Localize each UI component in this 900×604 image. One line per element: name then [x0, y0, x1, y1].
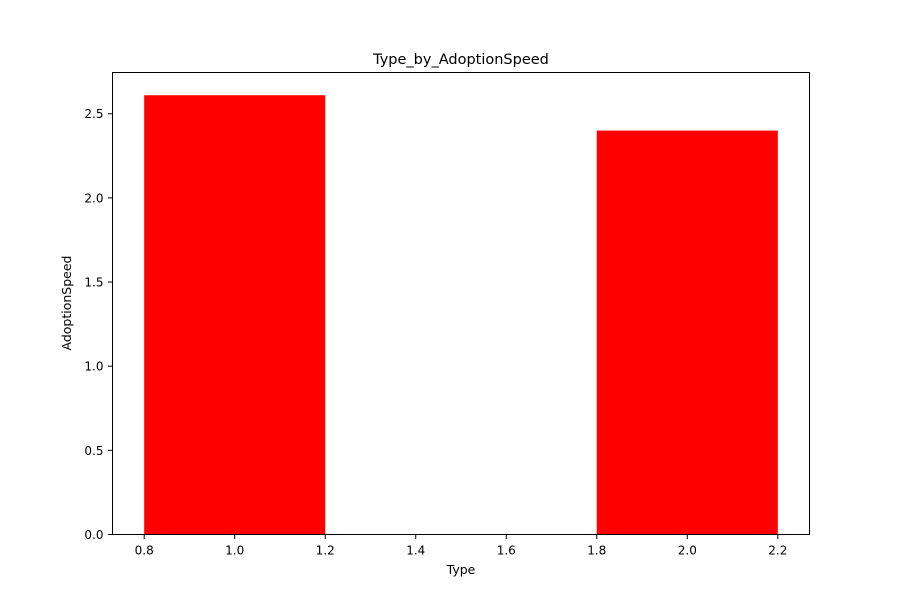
y-tick-label: 1.0 — [84, 360, 103, 374]
x-tick-label: 1.4 — [406, 544, 425, 558]
x-axis: 0.8 1.0 1.2 1.4 1.6 1.8 2.0 2.2 — [135, 534, 787, 558]
y-tick-label: 2.5 — [84, 107, 103, 121]
x-tick-label: 1.2 — [316, 544, 335, 558]
x-tick-label: 1.6 — [497, 544, 516, 558]
chart-title: Type_by_AdoptionSpeed — [372, 52, 549, 68]
y-tick-label: 0.5 — [84, 444, 103, 458]
y-tick-label: 2.0 — [84, 191, 103, 205]
x-tick-label: 1.8 — [587, 544, 606, 558]
y-axis-label: AdoptionSpeed — [59, 256, 74, 351]
bar-1 — [144, 95, 326, 535]
y-tick-label: 0.0 — [84, 528, 103, 542]
y-tick-label: 1.5 — [84, 276, 103, 290]
bars-layer — [144, 95, 778, 535]
plot-frame — [112, 72, 810, 535]
y-axis: 0.0 0.5 1.0 1.5 2.0 2.5 — [84, 107, 113, 542]
x-axis-label: Type — [446, 562, 476, 577]
x-tick-label: 0.8 — [135, 544, 154, 558]
x-tick-label: 2.0 — [678, 544, 697, 558]
x-tick-label: 1.0 — [225, 544, 244, 558]
bar-2 — [596, 130, 778, 535]
x-tick-label: 2.2 — [768, 544, 787, 558]
